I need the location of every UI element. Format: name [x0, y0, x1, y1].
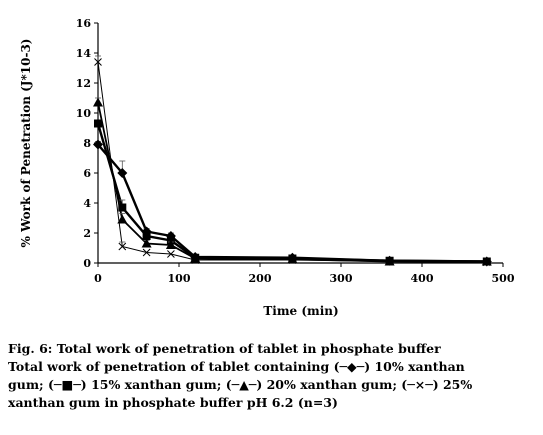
- y-tick-label: 8: [83, 137, 91, 150]
- series-diamond: [93, 139, 492, 267]
- data-point-cross: [482, 258, 491, 267]
- figure-caption: Fig. 6: Total work of penetration of tab…: [8, 340, 538, 412]
- x-tick-label: 500: [492, 272, 515, 285]
- x-tick-label: 200: [249, 272, 272, 285]
- x-tick-label: 300: [330, 272, 353, 285]
- y-tick-label: 12: [76, 77, 91, 90]
- y-tick-label: 14: [76, 47, 92, 60]
- ticks: 0 2 4 6 8 10 12 14 16 0 100 200 300 400 500: [76, 17, 515, 285]
- data-point-square: [118, 203, 127, 212]
- data-point-triangle: [141, 238, 152, 248]
- series-cross: [94, 55, 491, 267]
- data-point-cross: [118, 242, 127, 251]
- series-layer: [93, 55, 492, 267]
- caption-line-1: Total work of penetration of tablet cont…: [8, 359, 465, 374]
- data-point-cross: [94, 58, 102, 66]
- y-axis-title: % Work of Penetration (J*10-3): [19, 39, 33, 248]
- axes: [97, 23, 503, 264]
- x-axis-title: Time (min): [263, 304, 338, 318]
- x-tick-label: 100: [168, 272, 191, 285]
- y-tick-label: 0: [83, 257, 91, 270]
- data-point-triangle: [93, 97, 103, 107]
- series-line-square: [96, 123, 487, 263]
- data-point-cross: [142, 248, 151, 257]
- x-tick-label: 400: [411, 272, 434, 285]
- data-point-cross: [288, 256, 297, 264]
- data-point-square: [142, 232, 151, 240]
- y-tick-label: 4: [83, 197, 91, 210]
- caption-title: Fig. 6: Total work of penetration of tab…: [8, 341, 441, 356]
- data-point-diamond: [117, 168, 128, 178]
- series-line-cross: [97, 61, 487, 263]
- y-tick-label: 16: [76, 17, 92, 30]
- series-triangle: [93, 97, 492, 266]
- y-tick-label: 2: [83, 227, 91, 240]
- work-of-penetration-chart: 0 2 4 6 8 10 12 14 16 0 100 200 300 400 500 Time (min)…: [19, 17, 515, 318]
- data-point-triangle: [165, 240, 176, 249]
- data-point-square: [94, 119, 102, 128]
- y-tick-label: 6: [83, 167, 91, 180]
- caption-line-2: gum; (─■─) 15% xanthan gum; (─▲─) 20% xa…: [8, 377, 473, 392]
- data-point-cross: [167, 250, 175, 258]
- data-point-triangle: [287, 254, 298, 264]
- data-point-triangle: [481, 256, 492, 266]
- caption-line-3: xanthan gum in phosphate buffer pH 6.2 (…: [8, 395, 338, 410]
- data-point-cross: [191, 256, 200, 264]
- data-point-triangle: [117, 214, 128, 224]
- data-point-cross: [385, 257, 394, 266]
- data-point-diamond: [93, 139, 103, 150]
- x-tick-label: 0: [94, 272, 102, 285]
- y-tick-label: 10: [76, 107, 92, 120]
